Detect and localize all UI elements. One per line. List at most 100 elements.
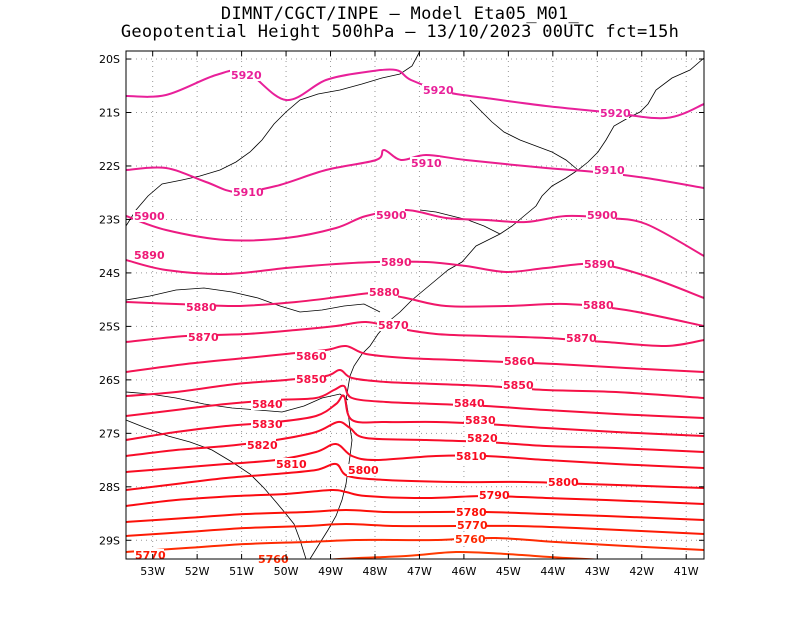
contour-label-background <box>230 69 260 81</box>
contour-line-5790 <box>126 488 704 507</box>
coastline <box>309 57 704 559</box>
international-border <box>126 419 307 559</box>
contour-line-5800 <box>126 462 704 491</box>
contour-label-background <box>582 299 612 311</box>
contour-line-5890 <box>126 259 704 299</box>
lat-tick-label: 29S <box>99 534 120 547</box>
contour-label-5920: 5920 <box>231 69 262 82</box>
contour-label-background <box>466 432 496 444</box>
contour-label-background <box>502 379 532 391</box>
contour-label-5830: 5830 <box>465 414 496 427</box>
contour-line-5840 <box>126 384 704 419</box>
contour-label-5860: 5860 <box>296 350 327 363</box>
lat-tick-label: 21S <box>99 106 120 119</box>
contour-label-background <box>422 84 452 96</box>
contour-label-background <box>455 450 485 462</box>
contour-label-5910: 5910 <box>233 186 264 199</box>
lon-tick-label: 49W <box>318 565 343 578</box>
state-border-parana <box>126 287 381 313</box>
lon-tick-label: 42W <box>629 565 654 578</box>
contour-label-5910: 5910 <box>411 157 442 170</box>
contour-label-background <box>586 209 616 221</box>
contour-label-5880: 5880 <box>186 301 217 314</box>
contour-label-5900: 5900 <box>587 209 618 222</box>
contour-label-background <box>565 332 595 344</box>
lon-tick-label: 48W <box>363 565 388 578</box>
contour-label-5840: 5840 <box>454 397 485 410</box>
lon-tick-label: 41W <box>674 565 699 578</box>
contour-line-5850 <box>126 369 704 399</box>
contour-label-background <box>456 519 486 531</box>
contour-line-5810 <box>126 442 704 473</box>
contour-label-5790: 5790 <box>479 489 510 502</box>
contour-label-background <box>593 164 623 176</box>
lat-tick-label: 20S <box>99 53 120 66</box>
contour-line-5820 <box>126 420 704 457</box>
contour-label-background <box>453 397 483 409</box>
contour-line-5750 <box>325 550 607 559</box>
contour-label-background <box>133 249 163 261</box>
contour-label-background <box>455 506 485 518</box>
contour-label-background <box>599 107 629 119</box>
contour-label-background <box>380 256 410 268</box>
lon-tick-label: 47W <box>407 565 432 578</box>
contour-label-5820: 5820 <box>467 432 498 445</box>
contour-label-5900: 5900 <box>134 210 165 223</box>
contour-label-background <box>251 398 281 410</box>
contour-label-background <box>377 319 407 331</box>
contour-label-5840: 5840 <box>252 398 283 411</box>
lon-tick-label: 53W <box>140 565 165 578</box>
map-title-line-2: Geopotential Height 500hPa – 13/10/2023 … <box>120 22 680 42</box>
lon-tick-label: 44W <box>540 565 565 578</box>
contour-label-5850: 5850 <box>296 373 327 386</box>
lon-tick-label: 43W <box>585 565 610 578</box>
contour-line-5770 <box>126 522 704 537</box>
contour-label-5860: 5860 <box>504 355 535 368</box>
contour-label-5820: 5820 <box>247 439 278 452</box>
contour-label-5900: 5900 <box>376 209 407 222</box>
contour-label-5890: 5890 <box>584 258 615 271</box>
contour-line-5910 <box>126 148 704 194</box>
contour-label-background <box>246 439 276 451</box>
contour-label-background <box>454 533 484 545</box>
contour-line-5830 <box>126 394 704 441</box>
lon-tick-label: 50W <box>274 565 299 578</box>
contour-label-5830: 5830 <box>252 418 283 431</box>
contour-label-5850: 5850 <box>503 379 534 392</box>
contour-label-5880: 5880 <box>369 286 400 299</box>
lat-tick-label: 22S <box>99 160 120 173</box>
state-border-north <box>126 51 421 227</box>
contour-line-5860 <box>126 344 704 373</box>
contour-label-5770: 5770 <box>135 549 166 562</box>
contour-label-5870: 5870 <box>378 319 409 332</box>
contour-label-5760: 5760 <box>455 533 486 546</box>
map-title-line-1: DIMNT/CGCT/INPE – Model Eta05_M01_ <box>220 4 580 24</box>
contour-label-5800: 5800 <box>548 476 579 489</box>
contour-label-5780: 5780 <box>456 506 487 519</box>
contour-label-5770: 5770 <box>457 519 488 532</box>
contour-line-5920 <box>126 68 704 120</box>
lat-tick-label: 27S <box>99 427 120 440</box>
contour-label-5800: 5800 <box>348 464 379 477</box>
contour-label-5880: 5880 <box>583 299 614 312</box>
contour-label-5920: 5920 <box>600 107 631 120</box>
contour-label-background <box>232 186 262 198</box>
contour-label-5910: 5910 <box>594 164 625 177</box>
lon-tick-label: 46W <box>451 565 476 578</box>
state-border-sp-rj <box>419 209 501 235</box>
contour-label-background <box>547 476 577 488</box>
lat-tick-label: 26S <box>99 374 120 387</box>
lat-tick-label: 24S <box>99 267 120 280</box>
contour-label-5810: 5810 <box>456 450 487 463</box>
contour-label-background <box>368 286 398 298</box>
contour-line-5780 <box>126 508 704 523</box>
contour-label-background <box>185 301 215 313</box>
contour-label-5920: 5920 <box>423 84 454 97</box>
contour-label-background <box>295 373 325 385</box>
contour-label-background <box>134 549 164 561</box>
contour-label-background <box>410 157 440 169</box>
map-frame <box>125 50 705 560</box>
contour-label-background <box>375 209 405 221</box>
lat-tick-label: 25S <box>99 320 120 333</box>
